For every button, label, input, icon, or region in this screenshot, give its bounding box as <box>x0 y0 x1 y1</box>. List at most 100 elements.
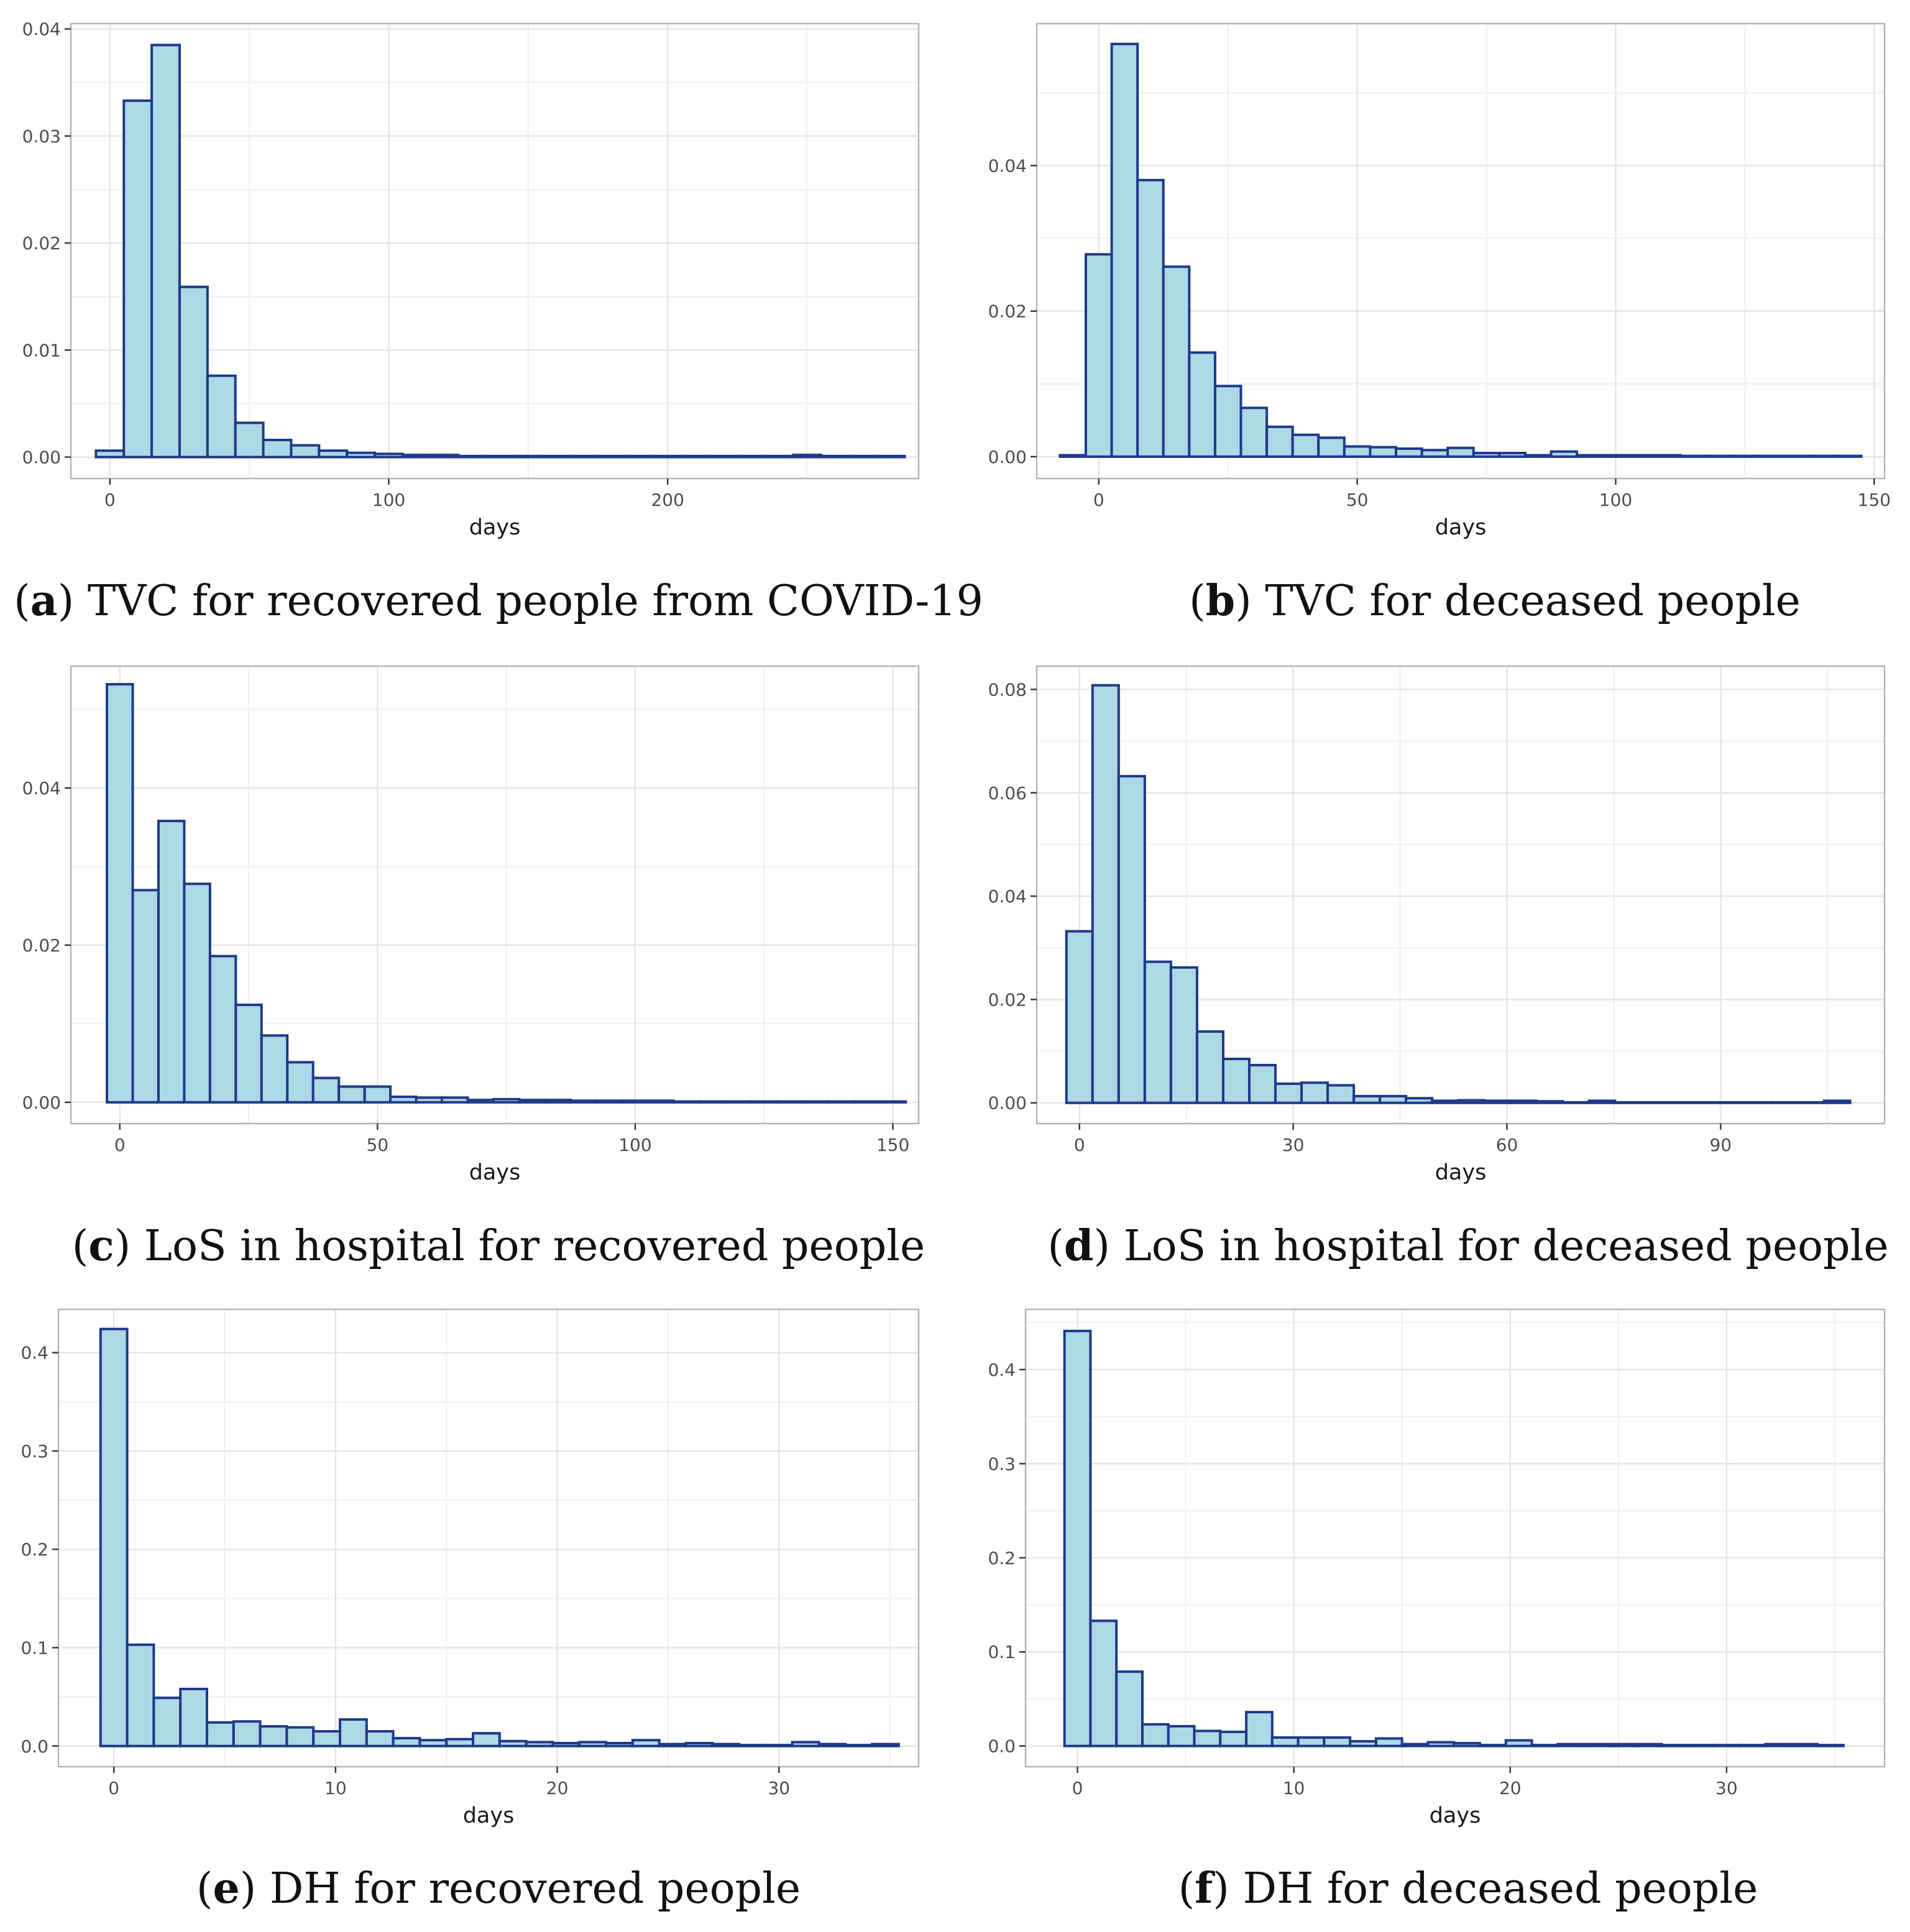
histogram-bar <box>401 454 432 459</box>
histogram-bar <box>466 1099 495 1104</box>
histogram-bar <box>1744 1101 1773 1104</box>
histogram-bar <box>1065 930 1094 1104</box>
panel-border <box>70 22 920 480</box>
panel-border <box>1035 665 1886 1125</box>
histogram-bar <box>178 285 209 459</box>
panel-border <box>1035 22 1886 480</box>
x-axis-title: days <box>1435 515 1487 540</box>
histogram-bar <box>792 454 822 459</box>
y-tick-label: 0.1 <box>988 1642 1016 1662</box>
y-tick-label: 0.00 <box>988 1093 1027 1114</box>
histogram-bar <box>1349 1740 1377 1747</box>
histogram-bar <box>569 1099 598 1104</box>
x-tick-label: 30 <box>1282 1135 1305 1155</box>
histogram-bar <box>1369 446 1398 458</box>
histogram-bar <box>1195 1030 1224 1104</box>
histogram-bar <box>1143 960 1172 1104</box>
histogram-bar <box>234 1004 263 1104</box>
caption-letter: f <box>1195 1864 1215 1913</box>
histogram-bar <box>1530 1744 1559 1747</box>
histogram-bar <box>429 454 460 459</box>
caption-paren-open: ( <box>72 1222 89 1271</box>
histogram-bar <box>1213 385 1242 458</box>
histogram-bar <box>1660 1744 1689 1747</box>
histogram-bar <box>1169 966 1198 1104</box>
panel-caption: (e) DH for recovered people <box>196 1864 801 1913</box>
histogram-bar <box>652 454 683 459</box>
x-tick-label: 50 <box>1346 490 1369 510</box>
histogram-bar <box>1718 1101 1747 1104</box>
histogram-bar <box>1405 1097 1434 1104</box>
x-tick-label: 50 <box>367 1135 389 1155</box>
histogram-bar <box>871 1742 900 1747</box>
histogram-bar <box>513 454 544 459</box>
histogram-bar <box>262 438 293 459</box>
chart-panel-e: 0.0 0.1 0.2 0.3 0.4 0 10 20 30 days (e) DH for rec… <box>21 1308 920 1913</box>
histogram-bar <box>1705 454 1733 458</box>
y-tick-label: 0.01 <box>22 340 61 360</box>
histogram-bar <box>1712 1744 1741 1747</box>
histogram-bar <box>1808 454 1837 458</box>
histogram-bar <box>1561 1101 1591 1104</box>
histogram-bar <box>1686 1744 1715 1747</box>
y-tick-label: 0.04 <box>988 886 1027 907</box>
x-tick-label: 90 <box>1710 1135 1732 1155</box>
y-tick-label: 0.4 <box>988 1360 1016 1380</box>
histogram-bar <box>1535 1100 1564 1104</box>
histogram-bar <box>597 454 627 459</box>
histogram-bar <box>99 1327 129 1747</box>
histogram-bar <box>1472 452 1501 458</box>
histogram-bar <box>441 1096 469 1104</box>
caption-paren-close: ) <box>114 1222 144 1271</box>
histogram-bar <box>847 454 878 459</box>
histogram-bar <box>1221 1058 1251 1104</box>
histogram-bar <box>1420 449 1449 458</box>
histogram-bar <box>179 1687 208 1747</box>
histogram-bar <box>764 1744 794 1747</box>
chart-panel-c: 0.00 0.02 0.04 0 50 100 150 days (c) LoS in hosp… <box>22 665 925 1271</box>
histogram-bar <box>1653 454 1682 458</box>
x-tick-label: 30 <box>768 1778 790 1798</box>
histogram-bar <box>543 1099 572 1104</box>
histogram-bar <box>708 454 739 459</box>
x-tick-label: 150 <box>876 1135 909 1155</box>
histogram-bar <box>152 1696 182 1747</box>
caption-text: LoS in hospital for deceased people <box>1124 1222 1889 1271</box>
y-tick-label: 0.1 <box>21 1637 48 1658</box>
histogram-bar <box>1219 1730 1248 1747</box>
histogram-bar <box>1608 1742 1637 1747</box>
histogram-bar <box>106 683 134 1104</box>
histogram-bar <box>1582 1742 1611 1747</box>
caption-letter: b <box>1206 576 1236 626</box>
histogram-bar <box>1274 1082 1303 1104</box>
x-tick-label: 10 <box>1283 1778 1305 1798</box>
chart-panel-b: 0.00 0.02 0.04 0 50 100 150 days (b) TVC for dec… <box>988 22 1891 626</box>
histogram-bar <box>738 1744 767 1747</box>
x-tick-label: 0 <box>1074 1135 1085 1155</box>
x-axis-title: days <box>469 515 521 540</box>
histogram-bar <box>1601 454 1630 458</box>
histogram-bar <box>94 449 126 459</box>
histogram-bar <box>1764 1742 1793 1747</box>
histogram-bar <box>498 1739 528 1747</box>
caption-paren-close: ) <box>58 577 88 626</box>
histogram-bar <box>525 1741 554 1747</box>
histogram-bar <box>1756 454 1785 458</box>
histogram-bar <box>1291 433 1320 458</box>
histogram-bar <box>1627 454 1656 458</box>
x-tick-label: 30 <box>1715 1778 1738 1798</box>
caption-paren-open: ( <box>1189 577 1206 626</box>
histogram-bar <box>157 820 186 1104</box>
histogram-bar <box>183 882 211 1104</box>
histogram-bar <box>131 889 160 1104</box>
histogram-bar <box>311 1076 341 1104</box>
histogram-bar <box>819 454 850 459</box>
histogram-bar <box>1556 1742 1586 1747</box>
histogram-bar <box>1089 1619 1118 1747</box>
caption-text: DH for deceased people <box>1243 1864 1758 1913</box>
histogram-bar <box>126 1643 155 1747</box>
histogram-bar <box>337 1085 366 1104</box>
histogram-bar <box>318 449 349 459</box>
histogram-bar <box>1634 1742 1663 1747</box>
y-tick-label: 0.00 <box>22 1092 61 1113</box>
